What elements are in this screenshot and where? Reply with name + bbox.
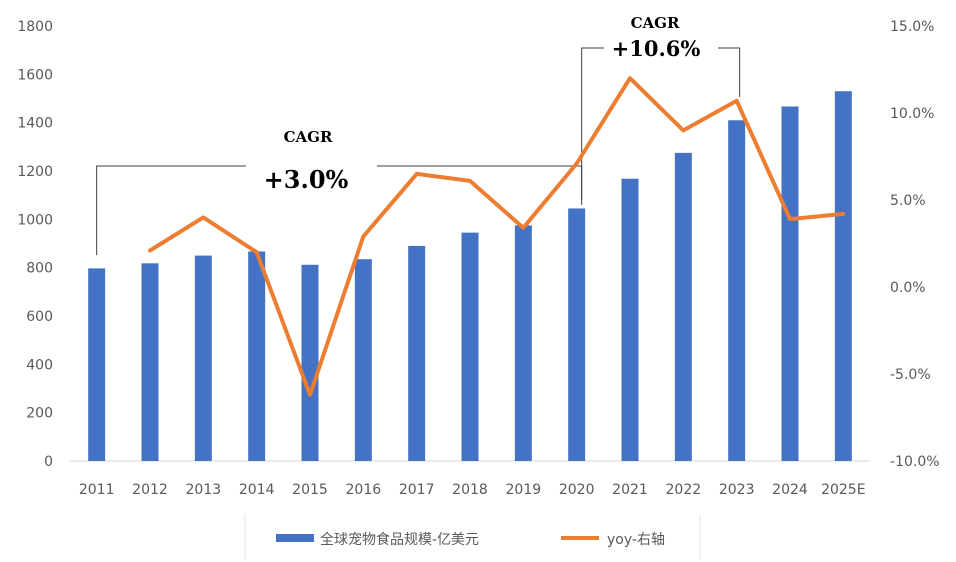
cagr-label: CAGR: [631, 14, 680, 32]
x-tick-label: 2013: [186, 482, 222, 498]
yoy-point-2020: [576, 162, 578, 164]
bar-2012: [141, 263, 159, 461]
x-tick-label: 2025E: [821, 482, 865, 498]
right-tick-label: 15.0%: [890, 19, 934, 35]
legend-swatch-bar: [276, 534, 314, 542]
left-tick-label: 200: [26, 406, 53, 422]
left-tick-label: 0: [44, 454, 53, 470]
right-tick-label: 10.0%: [890, 106, 934, 122]
yoy-point-2012: [149, 249, 151, 251]
yoy-point-2025E: [842, 213, 844, 215]
bar-2017: [408, 245, 426, 461]
right-tick-label: -10.0%: [890, 454, 940, 470]
left-tick-label: 1600: [17, 67, 53, 83]
right-axis: -10.0% -5.0% 0.0% 5.0% 10.0% 15.0%: [890, 19, 940, 470]
bar-2018: [461, 232, 479, 461]
bar-2011: [88, 268, 106, 461]
yoy-point-2017: [416, 173, 418, 175]
x-tick-label: 2017: [399, 482, 435, 498]
x-tick-label: 2018: [452, 482, 488, 498]
bar-2015: [301, 264, 319, 461]
left-tick-label: 400: [26, 357, 53, 373]
bar-2021: [621, 178, 639, 461]
yoy-point-2021: [629, 77, 631, 79]
left-tick-label: 1800: [17, 19, 53, 35]
legend-label-line: yoy-右轴: [607, 532, 665, 548]
yoy-point-2023: [736, 100, 738, 102]
right-tick-label: -5.0%: [890, 367, 931, 383]
yoy-point-2019: [522, 227, 524, 229]
right-tick-label: 5.0%: [890, 193, 926, 209]
cagr-bracket-right: [718, 47, 741, 97]
x-tick-label: 2011: [79, 482, 115, 498]
yoy-point-2015: [309, 394, 311, 396]
x-tick-label: 2020: [559, 482, 595, 498]
cagr-value: +3.0%: [264, 165, 349, 194]
legend-label-bar: 全球宠物食品规模-亿美元: [320, 531, 479, 548]
left-tick-label: 1000: [17, 212, 53, 228]
yoy-point-2018: [469, 180, 471, 182]
x-tick-label: 2023: [719, 482, 755, 498]
yoy-point-2016: [362, 236, 364, 238]
yoy-point-2014: [256, 251, 258, 253]
legend: 全球宠物食品规模-亿美元 yoy-右轴: [244, 514, 701, 560]
left-tick-label: 1400: [17, 116, 53, 132]
x-tick-label: 2016: [346, 482, 382, 498]
x-tick-label: 2024: [772, 482, 808, 498]
x-tick-label: 2015: [292, 482, 328, 498]
cagr-bracket-left: [96, 165, 246, 255]
x-tick-label: 2021: [612, 482, 648, 498]
left-tick-label: 800: [26, 261, 53, 277]
yoy-line: [148, 76, 846, 397]
left-tick-label: 600: [26, 309, 53, 325]
yoy-point-2024: [789, 218, 791, 220]
bar-2016: [354, 259, 372, 461]
cagr-bracket-left: [581, 47, 604, 200]
bar-2014: [248, 251, 266, 461]
x-tick-label: 2012: [132, 482, 168, 498]
x-tick-label: 2019: [506, 482, 542, 498]
yoy-point-2022: [682, 129, 684, 131]
bar-2022: [674, 152, 692, 461]
line-series: [148, 76, 846, 397]
right-tick-label: 0.0%: [890, 280, 926, 296]
left-axis: 0 200 400 600 800 1000 1200 1400 1600 1800: [17, 19, 53, 470]
bar-2013: [194, 255, 212, 461]
x-tick-label: 2014: [239, 482, 275, 498]
x-axis: 2011 2012 2013 2014 2015 2016 2017 2018 2019 2020…: [79, 482, 866, 498]
x-tick-label: 2022: [666, 482, 702, 498]
bar-2025E: [834, 91, 852, 461]
bar-2019: [514, 225, 532, 461]
bar-2023: [728, 120, 746, 461]
cagr-label: CAGR: [284, 128, 333, 146]
yoy-point-2013: [202, 216, 204, 218]
left-tick-label: 1200: [17, 164, 53, 180]
bar-2024: [781, 106, 799, 461]
bar-series: [88, 91, 852, 461]
bar-2020: [568, 208, 586, 461]
cagr-annotations: CAGR +3.0% CAGR +10.6%: [96, 14, 741, 255]
cagr-value: +10.6%: [612, 36, 701, 61]
